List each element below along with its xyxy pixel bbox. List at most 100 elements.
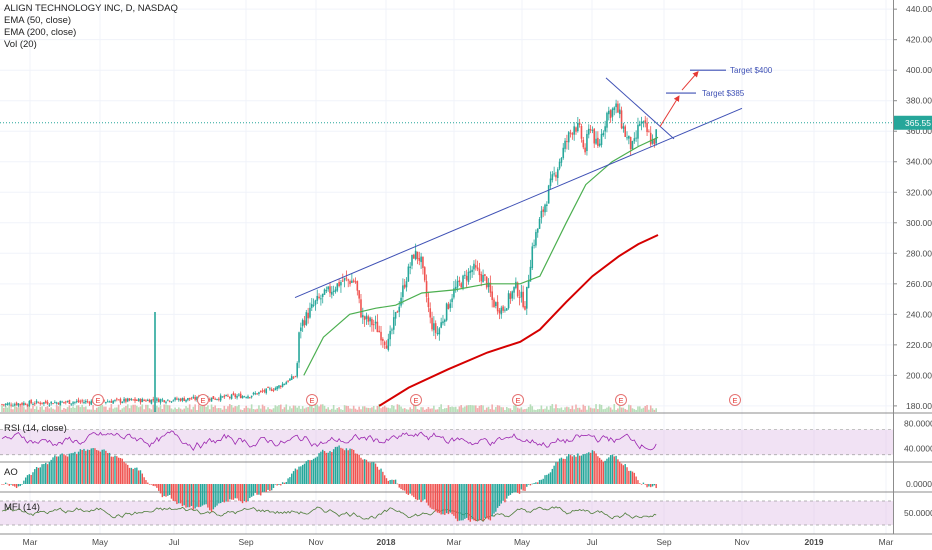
- ao-bar-258: [471, 484, 473, 520]
- candle-body-204: [372, 324, 375, 326]
- candle-body-123: [225, 394, 227, 397]
- ao-bar-98: [179, 484, 182, 504]
- candle-body-171: [312, 304, 315, 306]
- ao-bar-281: [513, 484, 515, 493]
- ao-bar-189: [345, 448, 348, 484]
- ao-bar-358: [653, 484, 656, 486]
- earnings-marker-label-1: E: [200, 396, 205, 405]
- earnings-marker-2: [306, 394, 318, 406]
- ao-bar-232: [424, 484, 426, 500]
- volume-bar-20: [37, 409, 40, 412]
- candle-body-87: [159, 399, 162, 403]
- ao-bar-21: [39, 467, 41, 484]
- candle-body-322: [587, 128, 590, 135]
- ao-bar-42: [77, 451, 80, 484]
- ao-bar-95: [174, 484, 176, 502]
- ao-bar-34: [63, 454, 65, 484]
- ao-bar-276: [504, 484, 506, 503]
- volume-bar-189: [345, 405, 348, 412]
- volume-bar-49: [90, 409, 93, 412]
- ao-bar-226: [413, 484, 415, 498]
- candle-body-252: [460, 283, 462, 288]
- ao-bar-39: [72, 452, 74, 484]
- volume-bar-315: [575, 404, 577, 412]
- volume-bar-292: [533, 409, 535, 412]
- candle-body-178: [325, 290, 328, 292]
- volume-bar-79: [145, 404, 147, 412]
- volume-bar-133: [243, 408, 246, 412]
- candle-body-82: [150, 399, 153, 404]
- volume-bar-285: [520, 407, 523, 412]
- time-tick-label-3: Sep: [238, 537, 253, 547]
- volume-bar-53: [97, 406, 100, 412]
- ao-bar-174: [318, 453, 320, 484]
- ao-bar-132: [241, 484, 244, 504]
- candle-body-294: [536, 228, 539, 233]
- volume-bar-141: [258, 405, 260, 412]
- ao-bar-355: [648, 484, 650, 487]
- volume-bar-250: [456, 409, 459, 412]
- ao-bar-269: [491, 484, 493, 517]
- volume-bar-37: [68, 405, 71, 412]
- candle-body-70: [128, 398, 131, 401]
- ao-bar-38: [70, 453, 72, 484]
- volume-bar-102: [187, 407, 189, 412]
- candle-body-138: [252, 392, 255, 395]
- ao-bar-29: [54, 455, 56, 484]
- volume-bar-321: [586, 409, 588, 412]
- volume-bar-344: [628, 404, 630, 412]
- candle-body-202: [369, 317, 371, 322]
- ao-bar-103: [188, 484, 191, 508]
- candle-body-62: [114, 399, 116, 401]
- candle-body-119: [218, 398, 220, 400]
- candle-body-10: [19, 403, 22, 405]
- volume-bar-121: [221, 409, 224, 412]
- candle-body-1: [3, 404, 5, 406]
- volume-bar-1: [3, 407, 5, 412]
- price-tick-label-13: 440.00: [906, 4, 932, 14]
- candle-body-317: [578, 122, 581, 125]
- candle-body-127: [232, 393, 235, 396]
- ao-bar-344: [628, 470, 630, 484]
- volume-bar-195: [356, 409, 359, 412]
- candle-body-3: [6, 403, 9, 406]
- ao-bar-285: [520, 484, 523, 490]
- ao-bar-207: [378, 469, 380, 484]
- volume-bar-109: [199, 406, 202, 412]
- volume-bar-287: [524, 409, 526, 412]
- volume-bar-54: [99, 405, 102, 412]
- volume-bar-25: [46, 405, 49, 412]
- candle-body-355: [648, 131, 650, 133]
- volume-bar-278: [507, 408, 510, 412]
- candle-body-137: [250, 395, 253, 398]
- volume-bar-358: [653, 409, 656, 412]
- ao-bar-284: [518, 484, 521, 494]
- volume-bar-227: [414, 405, 417, 412]
- ao-bar-55: [101, 449, 103, 484]
- candle-body-120: [219, 395, 222, 401]
- time-tick-label-10: Nov: [734, 537, 750, 547]
- ao-bar-303: [553, 465, 555, 484]
- volume-bar-114: [208, 409, 211, 412]
- volume-bar-159: [290, 408, 293, 412]
- volume-bar-219: [400, 406, 402, 412]
- ao-bar-154: [281, 482, 284, 484]
- candle-body-344: [628, 135, 630, 139]
- candle-body-236: [431, 317, 433, 330]
- ao-bar-56: [103, 449, 105, 484]
- ema200-line: [378, 234, 659, 407]
- candle-body-304: [555, 174, 557, 178]
- candle-body-279: [509, 293, 512, 299]
- candle-body-199: [363, 316, 366, 320]
- candle-body-165: [301, 319, 304, 327]
- ao-bar-116: [212, 484, 215, 510]
- ao-bar-137: [250, 484, 253, 497]
- volume-bar-354: [646, 404, 648, 412]
- volume-bar-118: [216, 408, 218, 412]
- candle-body-48: [88, 401, 91, 404]
- candle-body-348: [635, 137, 637, 139]
- ao-bar-43: [79, 449, 82, 484]
- candle-body-79: [145, 400, 147, 402]
- ao-bar-178: [325, 452, 328, 484]
